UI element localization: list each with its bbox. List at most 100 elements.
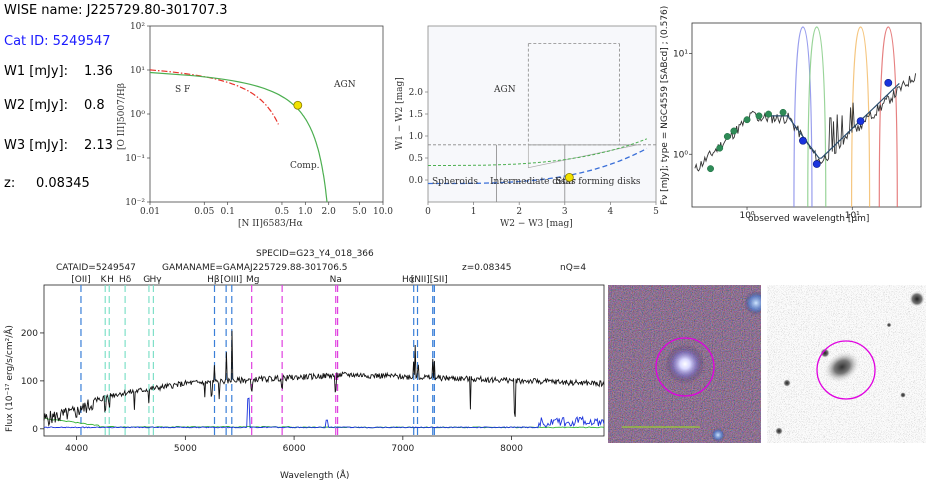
bpt-kewley-curve: [149, 71, 328, 203]
bpt-ytick-label: 10⁻²: [125, 198, 145, 208]
grey-star-6: [886, 322, 892, 328]
wise-xtick-label: 1: [471, 207, 477, 217]
bpt-xtick-label: 10.0: [373, 207, 393, 217]
cutout-aperture: [655, 337, 715, 397]
sed-green-point: [743, 116, 751, 124]
wise-region-starforming: Star forming disks: [556, 177, 641, 187]
spec-xtick-label: 8000: [500, 444, 523, 454]
sed-green-point: [716, 144, 724, 152]
grey-star-4: [775, 427, 783, 435]
spec-xlabel: Wavelength (Å): [280, 469, 349, 481]
wise-frame: [427, 25, 657, 203]
bpt-xtick-label: 0.01: [140, 207, 160, 217]
spec-line-label: Hβ: [207, 275, 220, 285]
bpt-ytick-label: 10¹: [130, 66, 145, 76]
wise-ytick-label: 2.0: [409, 88, 424, 98]
bpt-xtick-label: 0.1: [221, 207, 235, 217]
sed-xlabel: observed wavelength [μm]: [748, 214, 869, 224]
spec-line-label: H: [107, 275, 114, 285]
sed-filter-w2: [807, 26, 827, 208]
spec-nq: nQ=4: [560, 263, 586, 273]
sed-green-point: [779, 108, 787, 116]
grey-star-1: [909, 291, 925, 307]
spec-cataid: CATAID=5249547: [56, 263, 136, 273]
bpt-region-comp: Comp.: [290, 161, 320, 171]
spec-line-label: [OIII]: [220, 275, 242, 285]
spec-gamaname: GAMANAME=GAMAJ225729.88-301706.5: [162, 263, 348, 273]
w3-label: W3 [mJy]:: [4, 138, 68, 153]
bpt-ytick-label: 10²: [130, 22, 145, 32]
wise-ytick-label: 1.5: [409, 110, 424, 120]
sed-ytick-label: 10¹: [673, 49, 688, 59]
w2-label: W2 [mJy]:: [4, 98, 68, 113]
wise-ylabel: W1 − W2 [mag]: [395, 77, 405, 150]
sed-xtick-label: 10¹: [845, 211, 860, 221]
grey-aperture: [816, 340, 876, 400]
sed-blue-point: [799, 136, 807, 145]
sed-green-point: [707, 165, 714, 173]
spec-xtick-label: 7000: [391, 444, 414, 454]
bpt-ylabel: [O III]5007/Hβ: [117, 83, 127, 150]
spec-redshift: z=0.08345: [462, 263, 511, 273]
wise-region-spheroids: Spheroids: [432, 177, 478, 187]
bpt-region-agn: AGN: [333, 80, 356, 90]
wise-ytick-label: 0.5: [409, 154, 424, 164]
sed-blue-point: [884, 78, 893, 87]
cutout-star-bottom: [711, 428, 725, 442]
sed-xtick-label: 10⁰: [739, 211, 754, 221]
spec-xtick-label: 5000: [174, 444, 197, 454]
wise-xlabel: W2 − W3 [mag]: [500, 219, 573, 229]
z-value: 0.08345: [36, 176, 90, 191]
bpt-xtick-label: 1.0: [298, 207, 313, 217]
spec-ytick-label: 200: [21, 329, 38, 339]
wise-xtick-label: 0: [425, 207, 431, 217]
w1-value: 1.36: [84, 64, 113, 79]
w1-label: W1 [mJy]:: [4, 64, 68, 79]
spec-xtick-label: 6000: [283, 444, 306, 454]
sed-green-point: [765, 110, 772, 118]
wise-blue-curve: [428, 147, 648, 185]
bpt-region-sf: S F: [175, 85, 190, 95]
sed-filter-w4: [878, 26, 898, 208]
spec-ylabel: Flux (10⁻¹⁷ erg/s/cm²/Å): [3, 325, 15, 432]
wise-name: WISE name: J225729.80-301707.3: [4, 3, 228, 18]
wise-ytick-label: 1.0: [409, 132, 424, 142]
sed-blue-point: [856, 117, 865, 126]
color-image-cutout: [608, 285, 761, 443]
bpt-xtick-label: 0.5: [275, 207, 290, 217]
spec-line-label: Na: [330, 275, 342, 285]
wise-ytick-label: 0.0: [409, 176, 424, 186]
spec-ytick-label: 100: [21, 377, 38, 387]
wise-xtick-label: 3: [562, 207, 568, 217]
spec-line-label: Hδ: [119, 275, 132, 285]
wise-data-point: [564, 172, 574, 182]
spec-specid: SPECID=G23_Y4_018_366: [256, 249, 374, 259]
spec-xtick-label: 4000: [65, 444, 88, 454]
bpt-xlabel: [N II]6583/Hα: [238, 219, 303, 229]
grey-image-cutout: [767, 285, 926, 443]
sed-model-curve: [765, 82, 900, 159]
spec-line-label: [NII]: [411, 275, 430, 285]
sed-filter-w3: [850, 26, 871, 208]
grey-star-5: [900, 392, 906, 398]
spec-line-label: Hγ: [150, 275, 163, 285]
grey-star-3: [783, 379, 791, 387]
bpt-kauffmann-curve: [149, 69, 279, 125]
bpt-xtick-label: 0.05: [194, 207, 214, 217]
spec-line-label: G: [143, 275, 150, 285]
sed-ytick-label: 10⁰: [673, 150, 688, 160]
wise-xtick-label: 5: [653, 207, 659, 217]
sed-green-point: [730, 127, 738, 135]
cutout-star-right: [744, 291, 761, 315]
bpt-ytick-label: 10⁰: [130, 110, 145, 120]
wise-green-curve: [428, 138, 648, 166]
sed-green-point: [755, 112, 763, 120]
wise-region-intermediate: Intermediate disks: [490, 177, 576, 187]
wise-region-agn: AGN: [493, 85, 516, 95]
cutout-galaxy: [665, 344, 705, 384]
spec-ytick-label: 0: [32, 425, 38, 435]
bpt-data-point: [293, 100, 303, 110]
